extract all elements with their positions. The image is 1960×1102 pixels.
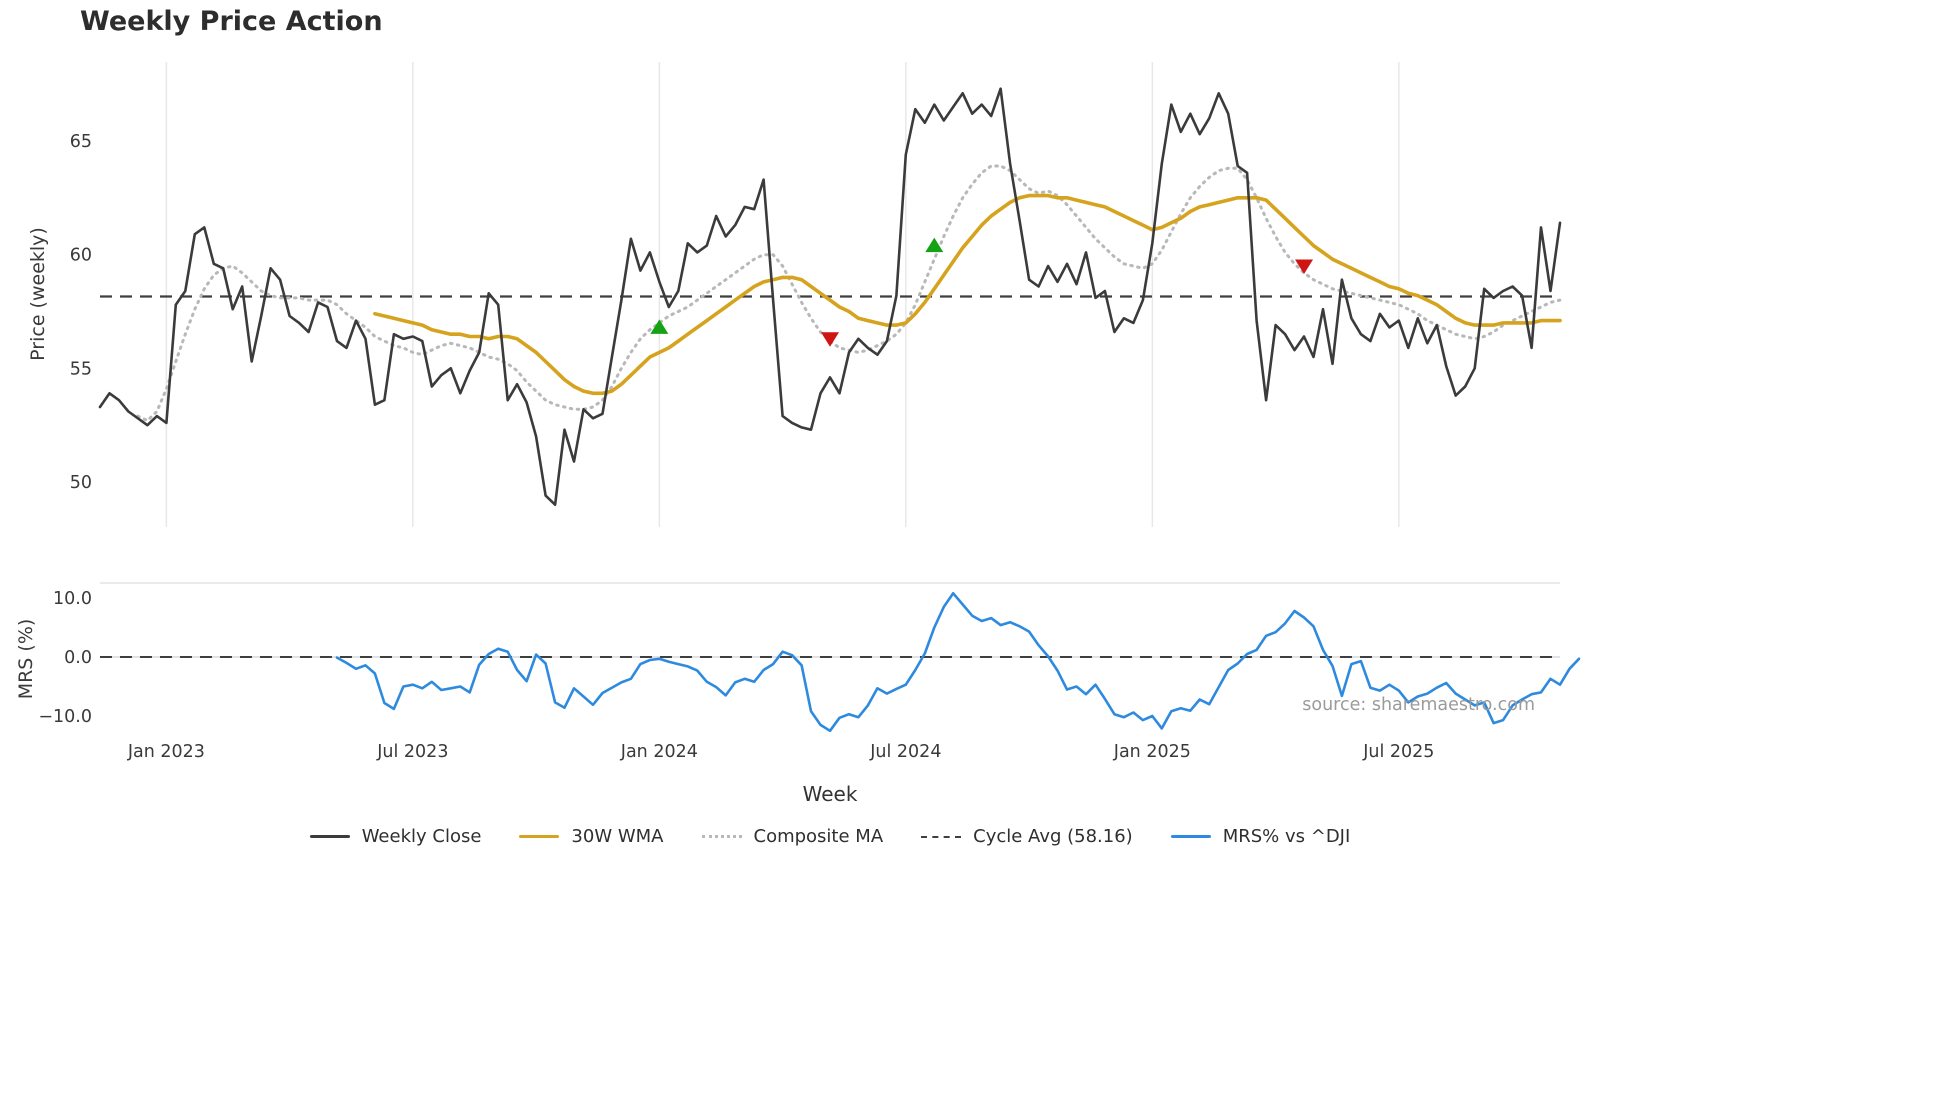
mrs-y-tick-label: 0.0: [64, 648, 92, 668]
legend-item-weekly-close: Weekly Close: [309, 826, 482, 847]
x-tick-label: Jan 2023: [127, 742, 205, 762]
legend-label: Cycle Avg (58.16): [973, 826, 1133, 847]
mrs-axis-title: MRS (%): [15, 618, 37, 700]
x-tick-label: Jul 2024: [869, 742, 941, 762]
sell-signal-marker: [1295, 259, 1314, 275]
legend-solid-line-sample: [519, 834, 560, 839]
legend-dashed-line-sample: [921, 835, 962, 838]
legend-label: Composite MA: [753, 826, 884, 847]
series-weekly-close: [98, 87, 1562, 507]
buy-signal-marker: [650, 319, 669, 334]
legend-item-mrs-vs-dji: MRS% vs ^DJI: [1170, 826, 1351, 847]
price-axis-title: Price (weekly): [27, 227, 49, 361]
x-tick-label: Jul 2025: [1362, 742, 1434, 762]
legend-item-composite-ma: Composite MA: [701, 826, 884, 847]
price-y-tick-label: 55: [70, 359, 92, 379]
series-30w-wma: [373, 193, 1562, 396]
x-tick-label: Jul 2023: [376, 742, 448, 762]
price-y-tick-label: 60: [70, 246, 92, 266]
x-axis-title: Week: [802, 782, 858, 806]
mrs-y-tick-label: 10.0: [53, 589, 92, 609]
legend-item-30w-wma: 30W WMA: [519, 826, 664, 847]
series-composite-ma: [136, 164, 1562, 423]
source-watermark: source: sharemaestro.com: [1302, 695, 1535, 715]
legend-item-cycle-avg-58-16: Cycle Avg (58.16): [921, 826, 1133, 847]
x-tick-label: Jan 2025: [1113, 742, 1191, 762]
chart-title: Weekly Price Action: [80, 6, 383, 37]
legend-label: MRS% vs ^DJI: [1222, 826, 1351, 847]
chart-legend: Weekly Close 30W WMA Composite MA Cycle Avg…: [100, 826, 1560, 847]
legend-dotted-line-sample: [701, 835, 742, 838]
x-tick-label: Jan 2024: [620, 742, 698, 762]
legend-solid-line-sample: [309, 834, 350, 839]
legend-solid-line-sample: [1170, 834, 1211, 839]
mrs-y-tick-label: −10.0: [38, 707, 92, 727]
price-y-tick-label: 65: [70, 132, 92, 152]
sell-signal-marker: [821, 332, 839, 347]
price-y-tick-label: 50: [70, 473, 92, 493]
series-mrs-vs-dji: [335, 591, 1581, 733]
legend-label: Weekly Close: [361, 826, 482, 847]
legend-label: 30W WMA: [571, 826, 664, 847]
buy-signal-marker: [925, 237, 944, 253]
